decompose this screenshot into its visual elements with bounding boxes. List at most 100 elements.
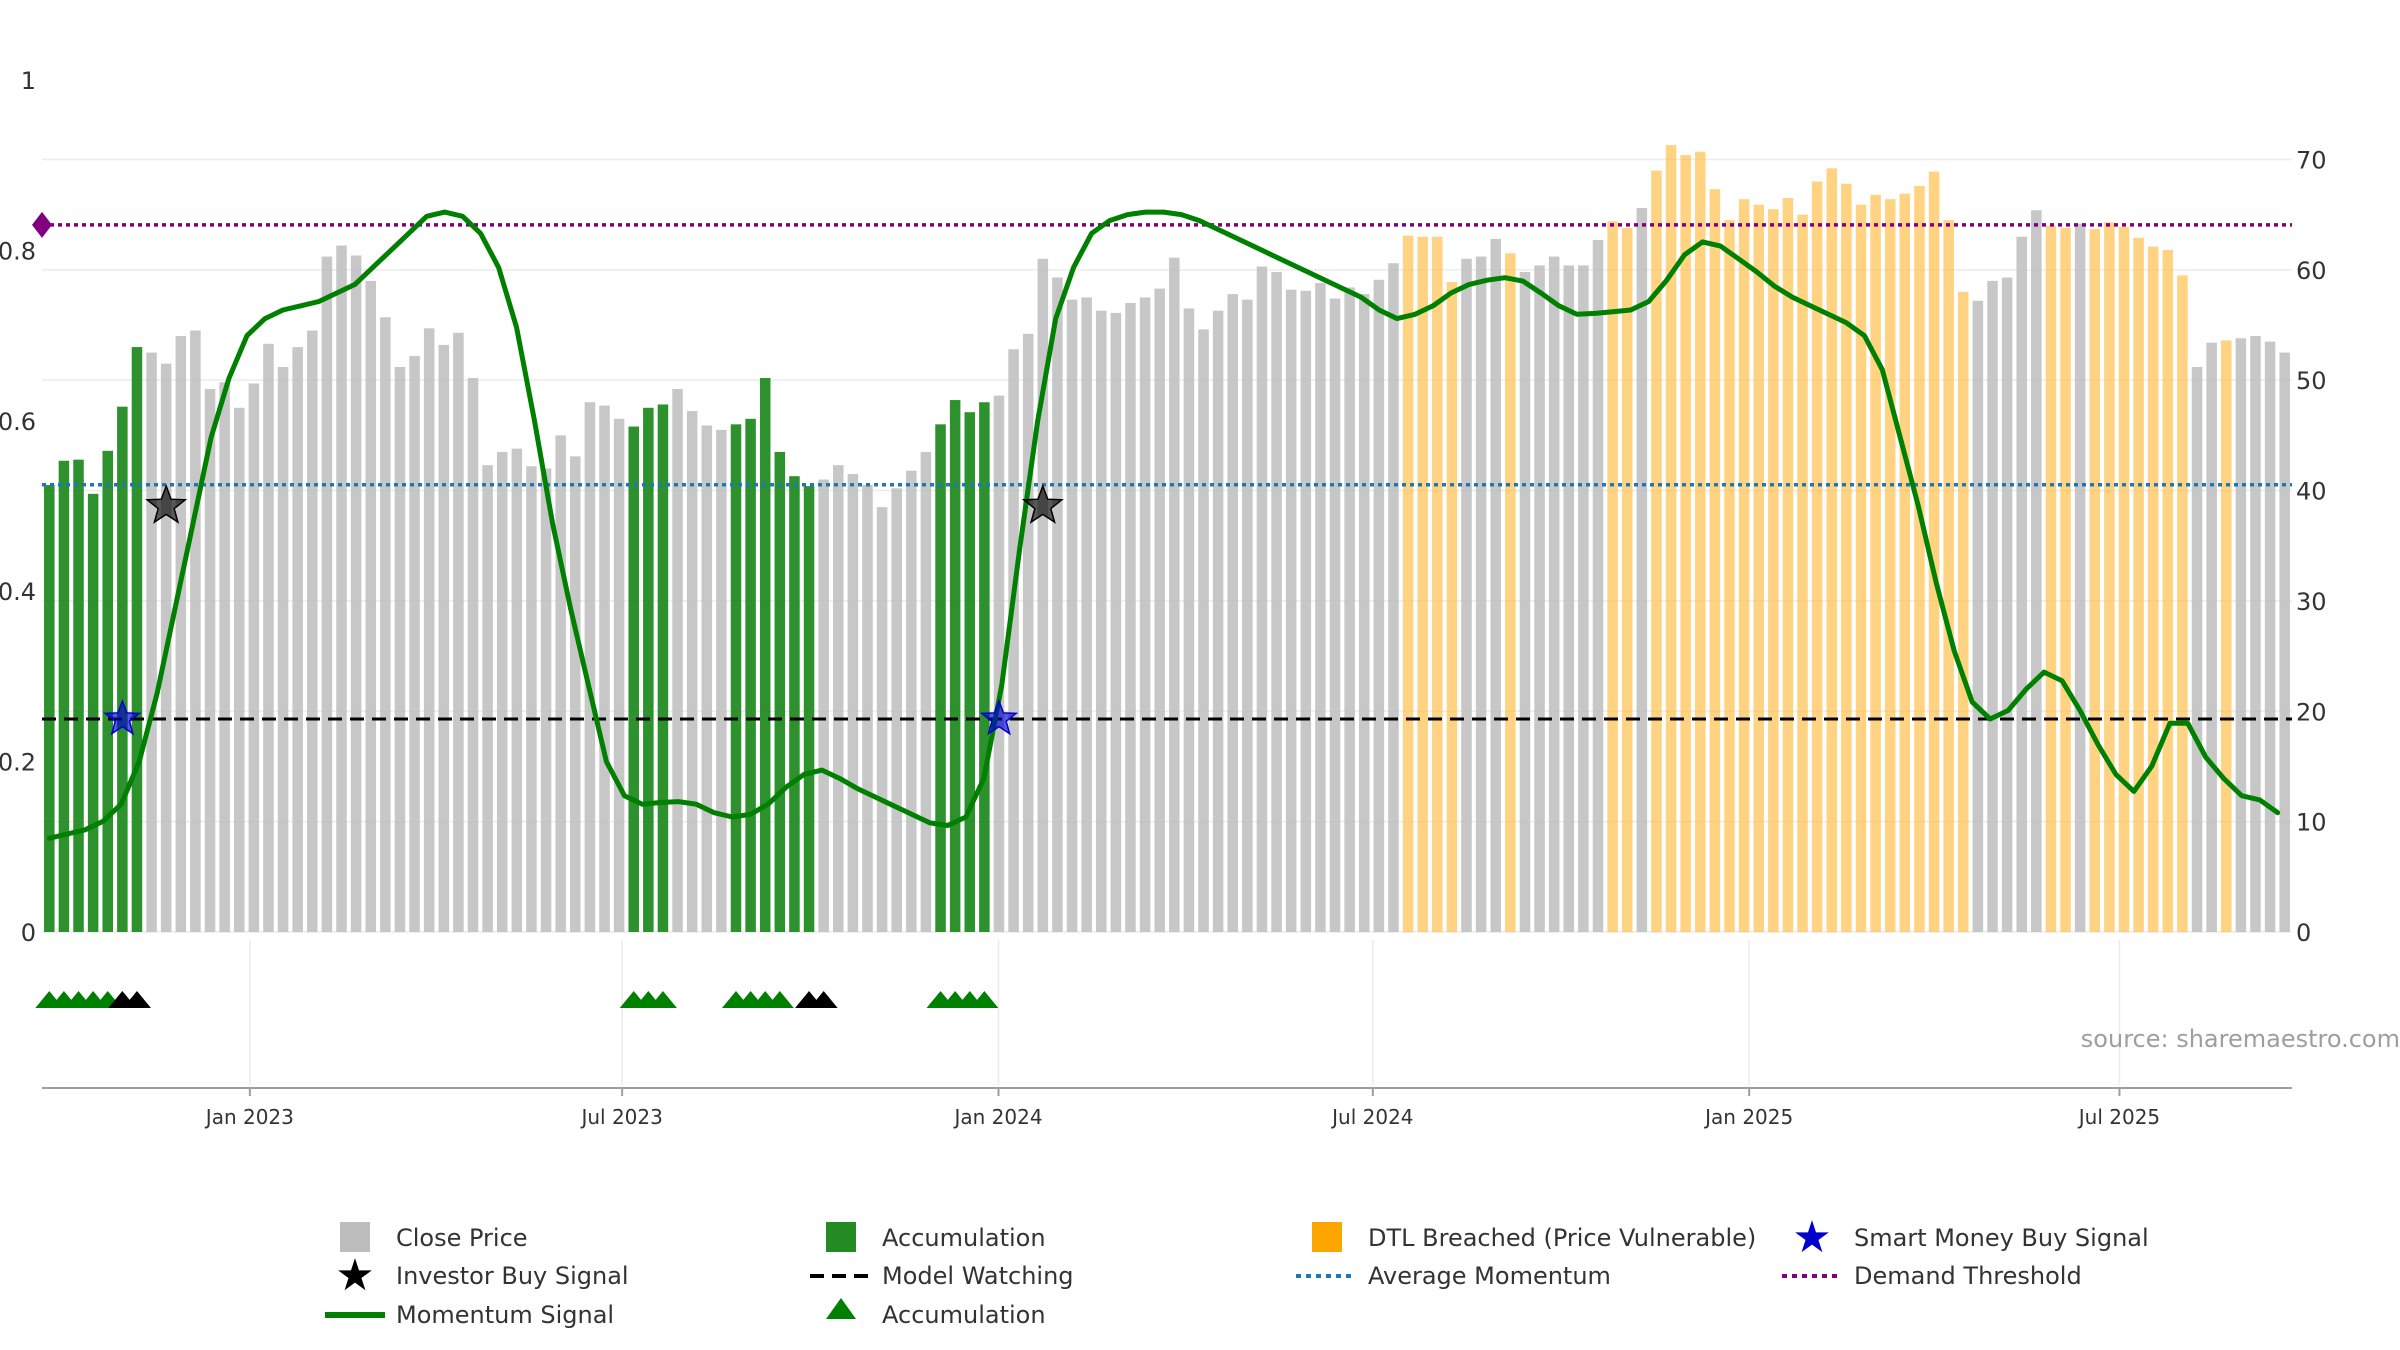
legend-label-average-momentum: Average Momentum xyxy=(1368,1262,1611,1290)
close-price-bar xyxy=(1402,235,1414,933)
legend-label-close-price: Close Price xyxy=(396,1224,528,1252)
close-price-bar xyxy=(526,466,537,932)
x-axis-tick-label: Jul 2025 xyxy=(2077,1105,2160,1129)
close-price-bar xyxy=(233,407,245,932)
close-price-bar xyxy=(833,465,844,932)
close-price-bar xyxy=(1563,265,1575,933)
close-price-bar xyxy=(2001,277,2013,933)
close-price-bar xyxy=(1768,209,1779,932)
close-price-bar xyxy=(1519,272,1531,932)
close-price-bar xyxy=(1899,193,1911,932)
right-axis-tick-label: 20 xyxy=(2296,698,2327,726)
close-price-bar xyxy=(1548,256,1560,932)
grid-lines xyxy=(42,158,2292,1085)
close-price-bar xyxy=(44,485,55,932)
right-axis-tick-label: 40 xyxy=(2296,478,2327,506)
momentum-signal-layer xyxy=(46,209,2281,841)
close-price-bar xyxy=(628,426,639,932)
close-price-bar xyxy=(1212,310,1224,932)
close-price-bar xyxy=(2118,226,2130,933)
close-price-bar xyxy=(1066,299,1078,932)
right-axis-tick-label: 50 xyxy=(2296,367,2327,395)
x-axis-tick-label: Jul 2024 xyxy=(1330,1105,1413,1129)
close-price-bar xyxy=(1198,329,1209,932)
close-price-bar xyxy=(745,418,756,932)
close-price-bar xyxy=(102,450,114,932)
close-price-bar xyxy=(1388,263,1399,932)
investor-marker xyxy=(122,991,151,1008)
close-price-bar xyxy=(1811,181,1823,932)
close-price-bar xyxy=(1870,194,1881,932)
close-price-bar xyxy=(1797,214,1808,933)
close-price-bar xyxy=(935,424,946,932)
close-price-bar xyxy=(1884,199,1896,932)
accumulation-marker xyxy=(648,991,677,1008)
close-price-bar xyxy=(482,465,493,932)
close-price-bar xyxy=(336,245,347,932)
left-axis-tick-label: 1 xyxy=(21,67,36,95)
close-price-bar xyxy=(2220,340,2232,933)
close-price-bar xyxy=(394,366,406,932)
close-price-bar xyxy=(2147,246,2159,932)
close-price-bar xyxy=(496,451,508,932)
price-bars xyxy=(44,145,2290,933)
close-price-bar xyxy=(1665,145,1677,932)
legend: Close Price ★ Investor Buy Signal Moment… xyxy=(325,1212,2149,1329)
close-price-bar xyxy=(672,389,683,933)
close-price-bar xyxy=(540,468,552,932)
close-price-bar xyxy=(292,347,303,932)
close-price-bar xyxy=(1782,198,1794,933)
close-price-bar xyxy=(1037,258,1049,932)
close-price-bar xyxy=(350,255,362,932)
close-price-bar xyxy=(803,486,815,932)
close-price-bar xyxy=(1607,221,1618,932)
close-price-bar xyxy=(1315,283,1326,932)
left-axis-tick-label: 0.4 xyxy=(0,578,36,606)
investor-star-icon: ★ xyxy=(335,1250,374,1301)
x-axis-tick-label: Jan 2024 xyxy=(952,1105,1042,1129)
close-price-bar xyxy=(1256,266,1268,932)
close-price-bar xyxy=(146,352,157,933)
legend-item-accumulation: Accumulation xyxy=(826,1222,1046,1252)
legend-label-investor: Investor Buy Signal xyxy=(396,1262,629,1290)
close-price-bar xyxy=(175,336,187,932)
close-price-bar xyxy=(73,459,84,932)
close-price-bar xyxy=(2264,341,2276,932)
right-axis-tick-label: 30 xyxy=(2296,588,2327,616)
close-price-bar xyxy=(818,479,829,932)
close-price-bar xyxy=(1928,171,1940,932)
legend-item-investor: ★ Investor Buy Signal xyxy=(335,1250,628,1301)
close-price-bar xyxy=(555,435,566,932)
close-price-bar xyxy=(1271,272,1282,932)
close-price-bar xyxy=(847,473,859,932)
close-price-bar xyxy=(1373,279,1385,932)
close-price-bar xyxy=(1300,290,1312,933)
close-price-bar xyxy=(716,429,727,932)
close-price-bar xyxy=(1139,297,1151,932)
close-price-bar xyxy=(1183,308,1195,932)
close-price-bar xyxy=(1695,151,1706,933)
legend-item-dtl: DTL Breached (Price Vulnerable) xyxy=(1312,1222,1756,1252)
left-axis-tick-label: 0.2 xyxy=(0,749,36,777)
close-price-bar xyxy=(1329,298,1341,932)
investor-buy-signal xyxy=(1021,483,1064,524)
close-price-bar xyxy=(1680,155,1691,932)
close-price-bar xyxy=(1753,204,1764,932)
close-price-bar xyxy=(1914,185,1925,932)
legend-item-average-momentum: Average Momentum xyxy=(1296,1262,1611,1290)
close-price-bar xyxy=(1358,294,1370,932)
close-price-bar xyxy=(2177,275,2188,932)
close-price-bar xyxy=(1709,189,1721,933)
left-axis-tick-label: 0.6 xyxy=(0,408,36,436)
close-price-bar xyxy=(949,400,961,932)
close-price-bar xyxy=(2089,228,2101,933)
close-price-bar xyxy=(2045,225,2057,932)
close-price-bar xyxy=(1022,333,1034,932)
close-price-bar xyxy=(2250,336,2261,932)
legend-label-smart-money: Smart Money Buy Signal xyxy=(1854,1224,2149,1252)
close-price-bar xyxy=(511,448,523,932)
close-price-bar xyxy=(2162,249,2174,932)
close-price-bar xyxy=(759,377,771,933)
close-price-bar xyxy=(1958,291,1969,932)
close-price-bar xyxy=(1417,236,1428,932)
